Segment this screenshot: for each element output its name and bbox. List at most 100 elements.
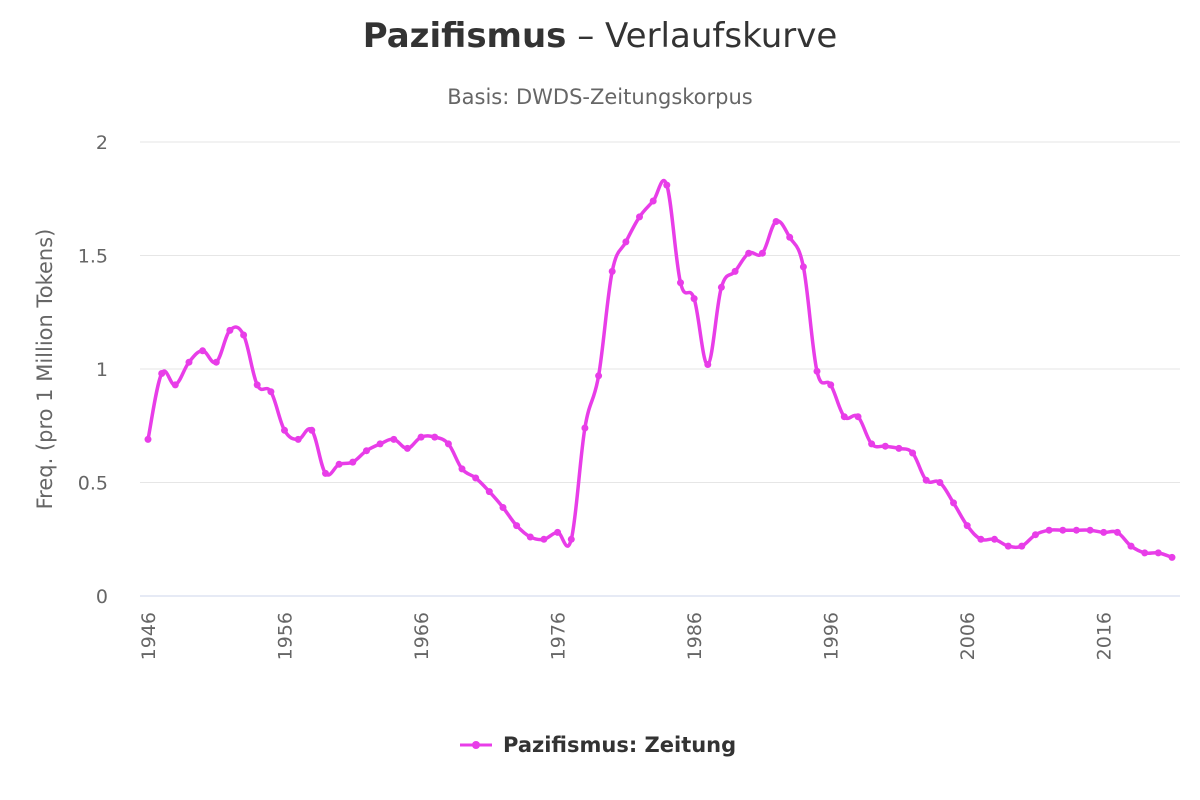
data-point[interactable] — [403, 444, 411, 452]
data-point[interactable] — [895, 444, 903, 452]
data-point[interactable] — [199, 347, 207, 355]
data-point[interactable] — [554, 528, 562, 536]
data-point[interactable] — [991, 535, 998, 543]
x-tick-label: 1956 — [275, 612, 297, 660]
data-point[interactable] — [417, 433, 425, 441]
data-point[interactable] — [567, 535, 575, 543]
y-axis-tick-labels: 0 0.5 1 1.5 2 — [78, 132, 108, 608]
y-tick-label: 1.5 — [78, 246, 108, 268]
y-tick-label: 1 — [96, 359, 108, 381]
data-point[interactable] — [363, 447, 370, 455]
x-axis-tick-labels: 1946 1956 1966 1976 1986 1996 2006 2016 — [138, 612, 1116, 660]
data-point[interactable] — [581, 424, 589, 432]
data-point[interactable] — [1100, 528, 1108, 536]
y-tick-label: 0.5 — [78, 473, 108, 495]
data-point[interactable] — [936, 479, 944, 486]
data-point[interactable] — [540, 535, 548, 543]
data-point[interactable] — [772, 218, 780, 225]
x-tick-label: 1996 — [821, 612, 843, 660]
series-group — [144, 178, 1176, 561]
data-point[interactable] — [663, 181, 671, 189]
data-point[interactable] — [1045, 526, 1053, 534]
data-point[interactable] — [758, 249, 766, 257]
data-point[interactable] — [1127, 542, 1135, 550]
data-point[interactable] — [458, 465, 466, 473]
chart-title: Pazifismus – Verlaufskurve — [363, 16, 838, 56]
data-point[interactable] — [322, 469, 329, 477]
data-point[interactable] — [1154, 549, 1162, 557]
data-point[interactable] — [349, 458, 357, 466]
data-point[interactable] — [731, 267, 739, 275]
x-tick-label: 1986 — [684, 612, 706, 660]
data-point[interactable] — [608, 267, 616, 275]
data-point[interactable] — [786, 233, 794, 241]
data-point[interactable] — [745, 249, 753, 257]
data-point[interactable] — [963, 522, 971, 530]
data-point[interactable] — [1032, 531, 1039, 539]
x-tick-label: 1966 — [411, 612, 433, 660]
data-point[interactable] — [922, 476, 930, 484]
data-point[interactable] — [690, 295, 698, 303]
data-point[interactable] — [171, 381, 179, 389]
y-tick-label: 2 — [96, 132, 108, 154]
chart-title-rest: – Verlaufskurve — [566, 16, 837, 56]
data-point[interactable] — [854, 413, 862, 421]
data-point[interactable] — [636, 213, 643, 221]
data-point[interactable] — [813, 367, 821, 375]
data-point[interactable] — [185, 358, 193, 366]
data-point[interactable] — [444, 440, 452, 448]
data-point[interactable] — [308, 426, 316, 434]
data-point[interactable] — [909, 449, 917, 457]
data-point[interactable] — [1072, 526, 1080, 534]
data-point[interactable] — [827, 381, 835, 389]
x-tick-label: 2006 — [957, 612, 979, 660]
data-point[interactable] — [431, 433, 439, 441]
data-point[interactable] — [335, 460, 343, 468]
data-point[interactable] — [1004, 542, 1012, 550]
data-point[interactable] — [840, 413, 848, 421]
x-tick-label: 1976 — [548, 612, 570, 660]
data-point[interactable] — [704, 361, 712, 368]
data-point[interactable] — [526, 533, 534, 541]
legend-item[interactable]: Pazifismus: Zeitung — [460, 733, 736, 757]
data-point[interactable] — [677, 279, 684, 287]
data-point[interactable] — [267, 388, 275, 396]
data-point[interactable] — [881, 442, 889, 450]
chart-title-term: Pazifismus — [363, 16, 567, 56]
data-point[interactable] — [485, 488, 493, 496]
data-point[interactable] — [472, 474, 480, 482]
data-point[interactable] — [376, 440, 384, 448]
data-point[interactable] — [294, 435, 302, 443]
data-point[interactable] — [226, 326, 234, 334]
gridlines — [140, 141, 1180, 597]
data-point[interactable] — [144, 435, 152, 443]
data-point[interactable] — [281, 426, 288, 434]
data-point[interactable] — [649, 197, 657, 205]
x-tick-label: 2016 — [1094, 612, 1116, 660]
data-point[interactable] — [717, 283, 725, 291]
data-point[interactable] — [1018, 542, 1026, 550]
legend-marker-icon — [472, 741, 480, 749]
data-point[interactable] — [1141, 549, 1149, 557]
data-point[interactable] — [868, 440, 876, 448]
data-point[interactable] — [1086, 526, 1094, 534]
chart-subtitle: Basis: DWDS-Zeitungskorpus — [447, 85, 753, 109]
data-point[interactable] — [499, 504, 507, 511]
data-point[interactable] — [622, 238, 630, 246]
data-point[interactable] — [513, 522, 521, 530]
data-point[interactable] — [1059, 526, 1067, 534]
data-point[interactable] — [977, 535, 985, 543]
y-tick-label: 0 — [96, 586, 108, 608]
data-point[interactable] — [240, 331, 248, 339]
data-point[interactable] — [595, 372, 603, 380]
data-point[interactable] — [212, 358, 220, 366]
data-point[interactable] — [253, 381, 261, 389]
data-point[interactable] — [158, 370, 166, 377]
data-point[interactable] — [390, 435, 398, 443]
data-point[interactable] — [1168, 553, 1176, 561]
data-point[interactable] — [1113, 528, 1121, 536]
legend-label: Pazifismus: Zeitung — [503, 733, 736, 757]
data-point[interactable] — [799, 263, 807, 271]
data-point[interactable] — [950, 499, 957, 507]
